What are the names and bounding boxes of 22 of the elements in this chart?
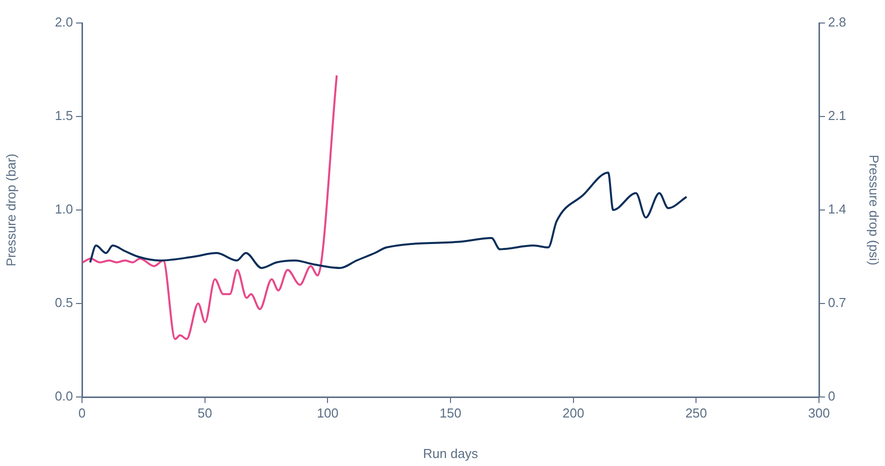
x-tick-label: 100: [316, 405, 339, 420]
y-tick-label: 2.0: [54, 14, 73, 30]
x-tick-label: 200: [562, 405, 584, 420]
y-tick-label: 0.5: [54, 295, 73, 310]
y2-tick-label: 1.4: [828, 202, 846, 217]
y2-tick-label: 2.1: [828, 108, 846, 124]
y-axis-title: Pressure drop (bar): [3, 154, 18, 266]
y-tick-label: 0.0: [54, 388, 73, 404]
x-tick-label: 150: [440, 405, 462, 420]
y-tick-label: 1.0: [54, 202, 73, 217]
x-tick-label: 300: [808, 405, 830, 420]
x-tick-label: 0: [78, 405, 86, 420]
x-axis-title: Run days: [423, 446, 478, 461]
y2-tick-label: 0.7: [828, 295, 846, 310]
y2-tick-label: 2.8: [828, 14, 846, 30]
x-tick-label: 250: [685, 405, 708, 420]
line-series: [82, 74, 338, 340]
y-tick-label: 1.5: [54, 108, 73, 124]
y2-tick-label: 0: [828, 388, 836, 404]
line-series: [89, 172, 688, 269]
x-tick-label: 50: [198, 405, 212, 420]
y2-axis-title: Pressure drop (psi): [866, 154, 882, 266]
